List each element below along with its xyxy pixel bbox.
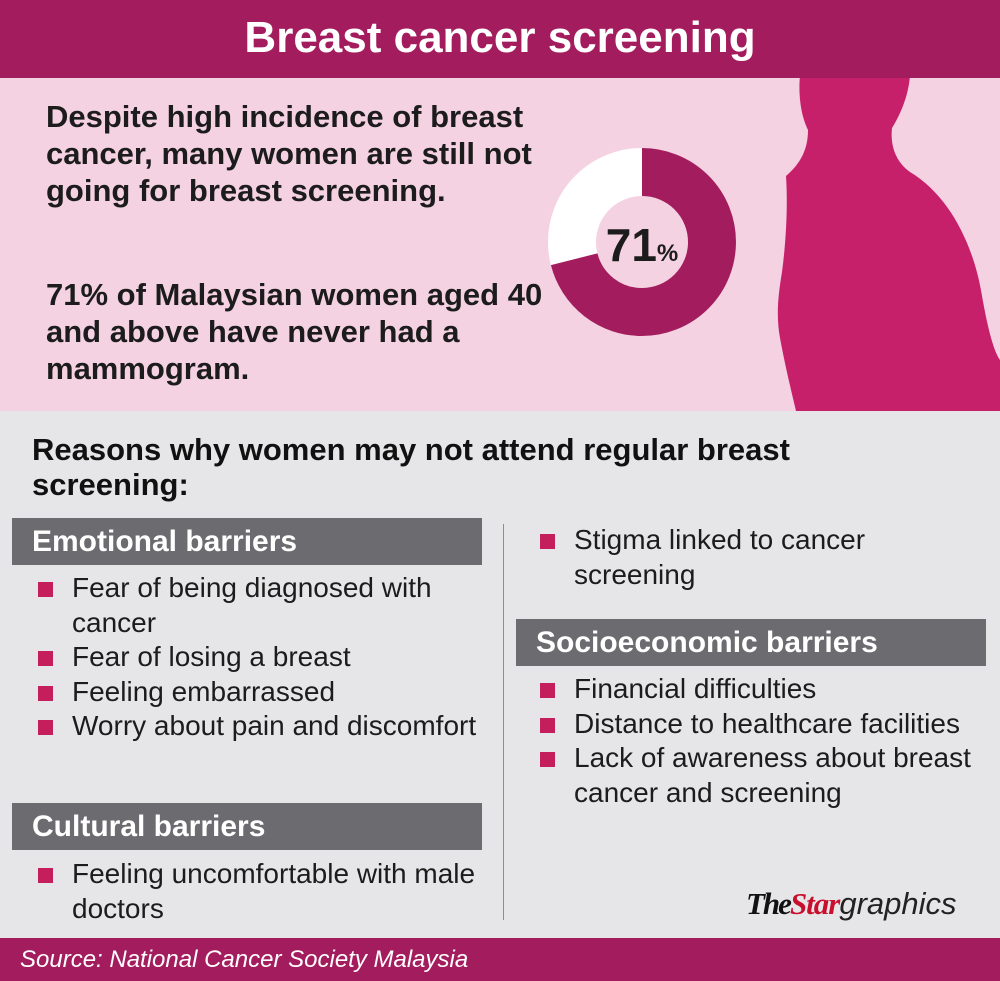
list-item-text: Distance to healthcare facilities [574, 707, 960, 739]
bullet-square-icon [38, 685, 53, 701]
source-bar: Source: National Cancer Society Malaysia [0, 938, 1000, 981]
bullet-square-icon [38, 582, 53, 597]
logo-graphics: graphics [839, 886, 957, 921]
socioeconomic-barriers-list: Financial difficulties Distance to healt… [540, 672, 990, 810]
cultural-barriers-list-continued: Stigma linked to cancer screening [540, 523, 990, 592]
column-divider [503, 524, 504, 920]
donut-label: 71% [548, 218, 736, 272]
list-item-text: Lack of awareness about breast cancer an… [574, 742, 971, 808]
list-item: Feeling embarrassed [38, 675, 478, 710]
bullet-square-icon [38, 720, 53, 735]
bullet-square-icon [540, 717, 555, 733]
bullet-square-icon [38, 868, 53, 883]
list-item-text: Fear of losing a breast [72, 641, 351, 672]
donut-unit: % [656, 240, 679, 267]
logo-star: Star [789, 886, 840, 921]
list-item-text: Fear of being diagnosed with cancer [72, 572, 432, 638]
donut-value: 71 [605, 219, 657, 271]
intro-stat: 71% of Malaysian women aged 40 and above… [46, 277, 543, 386]
cultural-barriers-list: Feeling uncomfortable with male doctors [38, 857, 478, 926]
donut-chart [548, 148, 736, 336]
the-star-graphics-logo: TheStargraphics [746, 882, 986, 926]
donut-value-arc [548, 148, 736, 336]
list-item: Distance to healthcare facilities [540, 707, 990, 742]
list-item-text: Worry about pain and discomfort [72, 710, 477, 741]
list-item: Feeling uncomfortable with male doctors [38, 857, 478, 926]
list-item-text: Feeling embarrassed [72, 675, 336, 707]
bullet-square-icon [540, 683, 555, 698]
list-item: Worry about pain and discomfort [38, 709, 478, 744]
list-item: Lack of awareness about breast cancer an… [540, 741, 990, 810]
cultural-barriers-header: Cultural barriers [12, 803, 482, 850]
list-item: Fear of losing a breast [38, 640, 478, 675]
bullet-square-icon [540, 534, 555, 549]
emotional-barriers-header: Emotional barriers [12, 518, 482, 565]
list-item: Fear of being diagnosed with cancer [38, 571, 478, 640]
source-text: Source: National Cancer Society Malaysia [20, 946, 469, 973]
emotional-barriers-list: Fear of being diagnosed with cancer Fear… [38, 571, 478, 744]
woman-silhouette-icon [777, 10, 1000, 411]
bullet-square-icon [540, 752, 555, 767]
list-item-text: Feeling uncomfortable with male doctors [72, 858, 476, 924]
list-item-text: Financial difficulties [574, 673, 817, 704]
intro-statement: Despite high incidence of breast cancer,… [46, 99, 532, 208]
list-item: Financial difficulties [540, 672, 990, 707]
page-title: Breast cancer screening [244, 13, 756, 62]
logo-the: The [746, 886, 792, 921]
title-bar: Breast cancer screening [0, 0, 1000, 78]
intro-panel: Breast cancer screening Despite high inc… [0, 0, 1000, 411]
reasons-heading: Reasons why women may not attend regular… [32, 432, 790, 502]
socioeconomic-barriers-header: Socioeconomic barriers [516, 619, 986, 666]
list-item-text: Stigma linked to cancer screening [574, 524, 866, 590]
bullet-square-icon [38, 651, 53, 666]
list-item: Stigma linked to cancer screening [540, 523, 990, 592]
